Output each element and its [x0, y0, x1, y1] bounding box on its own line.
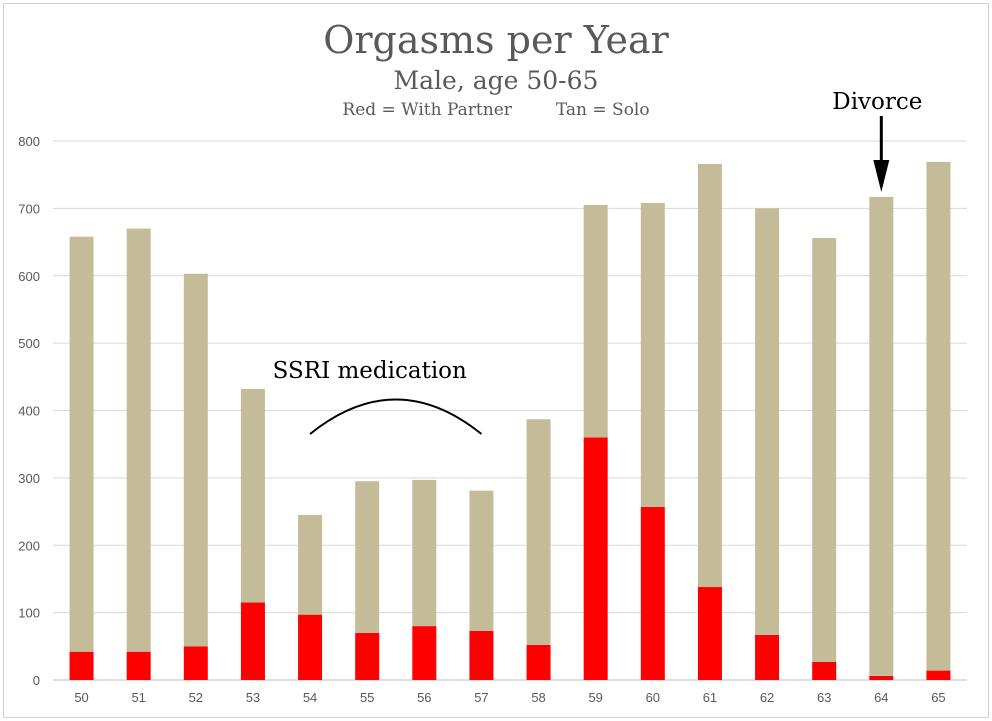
bar-with-partner [69, 651, 94, 680]
x-tick-label: 55 [360, 690, 374, 705]
bar-with-partner [126, 651, 151, 680]
x-tick-label: 50 [74, 690, 88, 705]
bar-solo [697, 163, 722, 588]
divorce-arrow-head [873, 160, 890, 192]
x-tick-label: 62 [760, 690, 774, 705]
bar-solo [355, 481, 380, 633]
x-tick-label: 54 [303, 690, 317, 705]
bar-with-partner [812, 661, 837, 680]
x-tick-label: 57 [474, 690, 488, 705]
bar-with-partner [355, 632, 380, 680]
y-tick-labels: 0 100 200 300 400 500 600 700 800 [18, 134, 40, 688]
bar-solo [183, 273, 208, 647]
bars [69, 161, 951, 680]
bar-solo [240, 388, 265, 603]
bar-solo [926, 161, 951, 671]
y-tick-label: 400 [18, 404, 40, 419]
x-tick-labels: 50 51 52 53 54 55 56 57 58 59 60 61 62 63 64 65 [74, 690, 945, 705]
bar-with-partner [583, 437, 608, 680]
bar-with-partner [298, 614, 323, 680]
bar-with-partner [640, 506, 665, 680]
x-tick-label: 61 [703, 690, 717, 705]
bar-solo [755, 208, 780, 635]
bar-with-partner [869, 675, 894, 680]
divorce-label: Divorce [832, 89, 922, 115]
y-tick-label: 700 [18, 201, 40, 216]
bar-solo [869, 196, 894, 676]
bar-solo [812, 238, 837, 662]
chart-subtitle: Male, age 50-65 [393, 66, 599, 95]
bar-with-partner [240, 602, 265, 680]
ssri-arc [309, 398, 483, 435]
bar-solo [469, 490, 494, 631]
y-tick-label: 600 [18, 269, 40, 284]
bar-solo [126, 228, 151, 652]
y-tick-label: 500 [18, 336, 40, 351]
bar-with-partner [412, 626, 437, 680]
x-tick-label: 51 [131, 690, 145, 705]
legend-partner: Red = With Partner [342, 100, 512, 120]
bar-with-partner [526, 644, 551, 680]
x-tick-label: 56 [417, 690, 431, 705]
x-tick-label: 63 [817, 690, 831, 705]
y-tick-label: 200 [18, 538, 40, 553]
bar-solo [640, 202, 665, 507]
ssri-label: SSRI medication [273, 358, 467, 384]
x-tick-label: 64 [874, 690, 888, 705]
x-tick-label: 59 [588, 690, 602, 705]
x-tick-label: 60 [646, 690, 660, 705]
x-tick-label: 65 [931, 690, 945, 705]
bar-with-partner [926, 670, 951, 680]
annotations: SSRI medication Divorce [273, 89, 922, 435]
bar-solo [526, 419, 551, 645]
y-tick-label: 0 [33, 673, 40, 688]
y-tick-label: 300 [18, 471, 40, 486]
bar-solo [412, 479, 437, 627]
y-tick-label: 100 [18, 606, 40, 621]
bar-with-partner [755, 634, 780, 680]
x-tick-label: 58 [531, 690, 545, 705]
x-tick-label: 53 [246, 690, 260, 705]
x-tick-label: 52 [189, 690, 203, 705]
bar-with-partner [469, 630, 494, 680]
y-tick-label: 800 [18, 134, 40, 149]
bar-solo [298, 514, 323, 615]
legend: Red = With Partner Tan = Solo [0, 100, 992, 120]
bar-solo [69, 236, 94, 652]
chart-title: Orgasms per Year [323, 18, 669, 62]
bar-with-partner [697, 587, 722, 680]
legend-solo: Tan = Solo [555, 100, 650, 120]
bar-solo [583, 205, 608, 438]
bar-with-partner [183, 646, 208, 680]
